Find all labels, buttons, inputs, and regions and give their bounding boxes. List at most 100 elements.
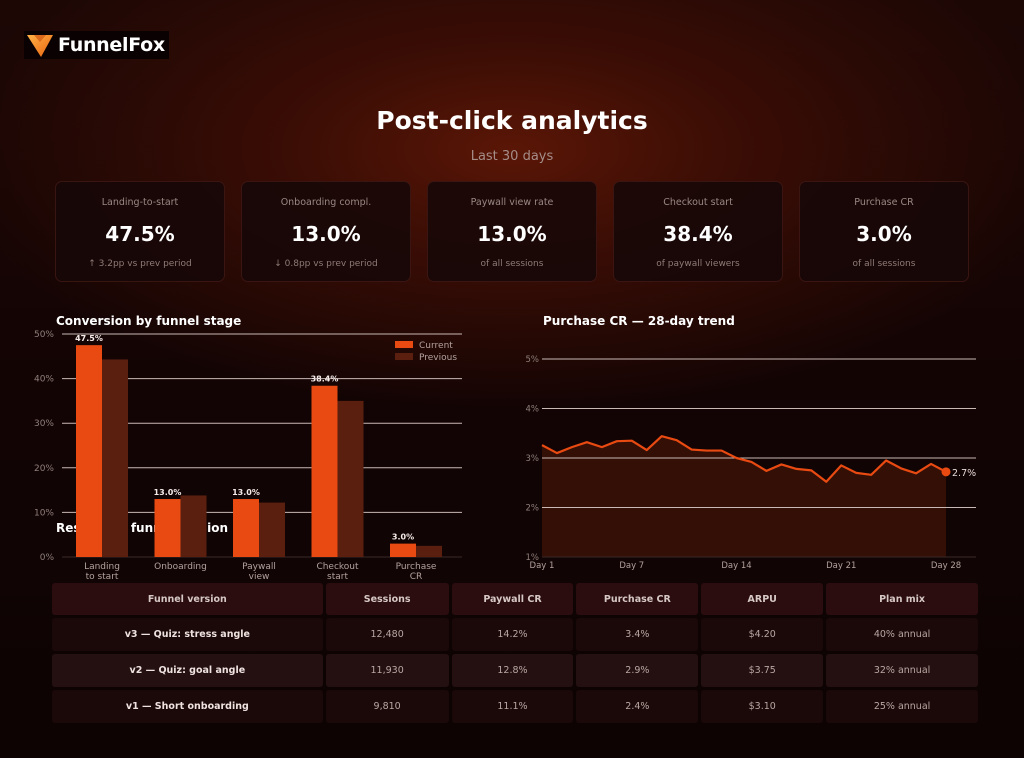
col-header-arpu[interactable]: ARPU (701, 583, 824, 615)
cell-sessions: 11,930 (325, 654, 449, 687)
x-tick-label: Day 1 (530, 561, 555, 571)
col-header-funnel-version[interactable]: Funnel version (52, 583, 323, 615)
x-tick-label: Checkout (316, 562, 359, 572)
y-tick-label: 40% (34, 375, 54, 385)
cell-sessions: 12,480 (325, 618, 449, 651)
col-header-paywall-cr[interactable]: Paywall CR (451, 583, 574, 615)
cell-paywall-cr: 14.2% (451, 618, 574, 651)
legend-label: Previous (419, 353, 457, 363)
kpi-label: Landing-to-start (101, 197, 179, 208)
bar-current[interactable] (311, 385, 338, 557)
y-tick-label: 10% (34, 508, 54, 518)
y-tick-label: 4% (526, 405, 540, 415)
kpi-delta: ↑ 3.2pp vs prev period (88, 259, 192, 269)
brand-name: FunnelFox (58, 34, 165, 56)
bar-current[interactable] (154, 499, 181, 557)
x-tick-label: start (327, 572, 348, 582)
kpi-card-onboarding: Onboarding compl. 13.0% ↓ 0.8pp vs prev … (241, 181, 411, 282)
y-tick-label: 3% (526, 454, 540, 464)
bar-previous[interactable] (180, 495, 207, 557)
cell-plan-mix: 40% annual (826, 618, 978, 651)
cell-paywall-cr: 12.8% (451, 654, 574, 687)
kpi-label: Onboarding compl. (280, 197, 372, 208)
x-tick-label: Purchase (396, 562, 437, 572)
cell-purchase-cr: 3.4% (576, 618, 699, 651)
bar-data-label: 13.0% (232, 488, 260, 497)
table-row[interactable]: v3 — Quiz: stress angle 12,480 14.2% 3.4… (52, 618, 978, 651)
table-row[interactable]: v2 — Quiz: goal angle 11,930 12.8% 2.9% … (52, 654, 978, 687)
bar-data-label: 3.0% (392, 533, 414, 542)
line-chart: 1% 2% 3% 4% 5% 2.7% Day 1 Day 7 Day 14 Day 21 Day … (526, 355, 977, 571)
kpi-label: Paywall view rate (470, 197, 554, 208)
kpi-card-purchase-cr: Purchase CR 3.0% of all sessions (799, 181, 969, 282)
bar-previous[interactable] (102, 359, 128, 557)
x-tick-label: Day 7 (619, 561, 644, 571)
kpi-value: 13.0% (291, 222, 361, 246)
cell-purchase-cr: 2.9% (576, 654, 699, 687)
y-tick-label: 5% (526, 355, 540, 365)
bar-current[interactable] (76, 345, 102, 557)
line-chart-title: Purchase CR — 28-day trend (543, 314, 735, 328)
cell-funnel-version: v1 — Short onboarding (52, 690, 323, 723)
cell-arpu: $3.10 (701, 690, 824, 723)
kpi-delta: ↓ 0.8pp vs prev period (274, 259, 378, 269)
bar-data-label: 38.4% (311, 375, 339, 384)
col-header-purchase-cr[interactable]: Purchase CR (576, 583, 699, 615)
y-tick-label: 30% (34, 419, 54, 429)
date-range-label: Last 30 days (470, 149, 554, 164)
cell-sessions: 9,810 (325, 690, 449, 723)
cell-funnel-version: v2 — Quiz: goal angle (52, 654, 323, 687)
bar-data-label: 13.0% (154, 488, 182, 497)
kpi-label: Purchase CR (854, 197, 914, 208)
cell-paywall-cr: 11.1% (451, 690, 574, 723)
kpi-card-checkout-start: Checkout start 38.4% of paywall viewers (613, 181, 783, 282)
legend-swatch (395, 353, 413, 360)
table-header-row: Funnel version Sessions Paywall CR Purch… (52, 583, 978, 615)
bar-previous[interactable] (337, 400, 364, 557)
bar-current[interactable] (390, 543, 416, 557)
cell-purchase-cr: 2.4% (576, 690, 699, 723)
y-tick-label: 20% (34, 464, 54, 474)
y-tick-label: 1% (526, 553, 540, 563)
kpi-value: 47.5% (105, 222, 175, 246)
x-tick-label: to start (86, 572, 119, 582)
kpi-sub: of paywall viewers (656, 259, 740, 269)
bar-previous[interactable] (259, 502, 285, 557)
cell-arpu: $3.75 (701, 654, 824, 687)
x-tick-label: view (249, 572, 270, 582)
bar-data-label: 47.5% (75, 334, 103, 343)
kpi-sub: of all sessions (852, 259, 916, 269)
x-tick-label: Landing (84, 562, 120, 572)
kpi-card-paywall-view: Paywall view rate 13.0% of all sessions (427, 181, 597, 282)
trend-area (542, 436, 946, 557)
trend-line (541, 435, 947, 483)
col-header-plan-mix[interactable]: Plan mix (826, 583, 978, 615)
col-header-sessions[interactable]: Sessions (325, 583, 449, 615)
x-tick-label: Paywall (242, 562, 276, 572)
bar-current[interactable] (233, 499, 259, 557)
cell-arpu: $4.20 (701, 618, 824, 651)
x-tick-label: Onboarding (154, 562, 207, 572)
x-tick-label: Day 14 (721, 561, 751, 571)
kpi-sub: of all sessions (480, 259, 544, 269)
kpi-label: Checkout start (663, 197, 733, 208)
table-row[interactable]: v1 — Short onboarding 9,810 11.1% 2.4% $… (52, 690, 978, 723)
y-tick-label: 50% (34, 330, 54, 340)
cell-funnel-version: v3 — Quiz: stress angle (52, 618, 323, 651)
fox-funnel-icon (27, 35, 53, 57)
bar-previous[interactable] (416, 545, 442, 557)
x-tick-label: Day 28 (931, 561, 961, 571)
kpi-value: 38.4% (663, 222, 733, 246)
kpi-row: Landing-to-start 47.5% ↑ 3.2pp vs prev p… (55, 181, 969, 282)
brand-logo[interactable]: FunnelFox (24, 31, 169, 59)
kpi-value: 13.0% (477, 222, 547, 246)
trend-end-marker[interactable] (941, 467, 951, 477)
kpi-value: 3.0% (856, 222, 912, 246)
y-tick-label: 0% (40, 553, 55, 563)
cell-plan-mix: 25% annual (826, 690, 978, 723)
x-tick-label: Day 21 (826, 561, 856, 571)
x-tick-label: CR (410, 572, 423, 582)
cell-plan-mix: 32% annual (826, 654, 978, 687)
trend-end-label: 2.7% (952, 468, 976, 479)
